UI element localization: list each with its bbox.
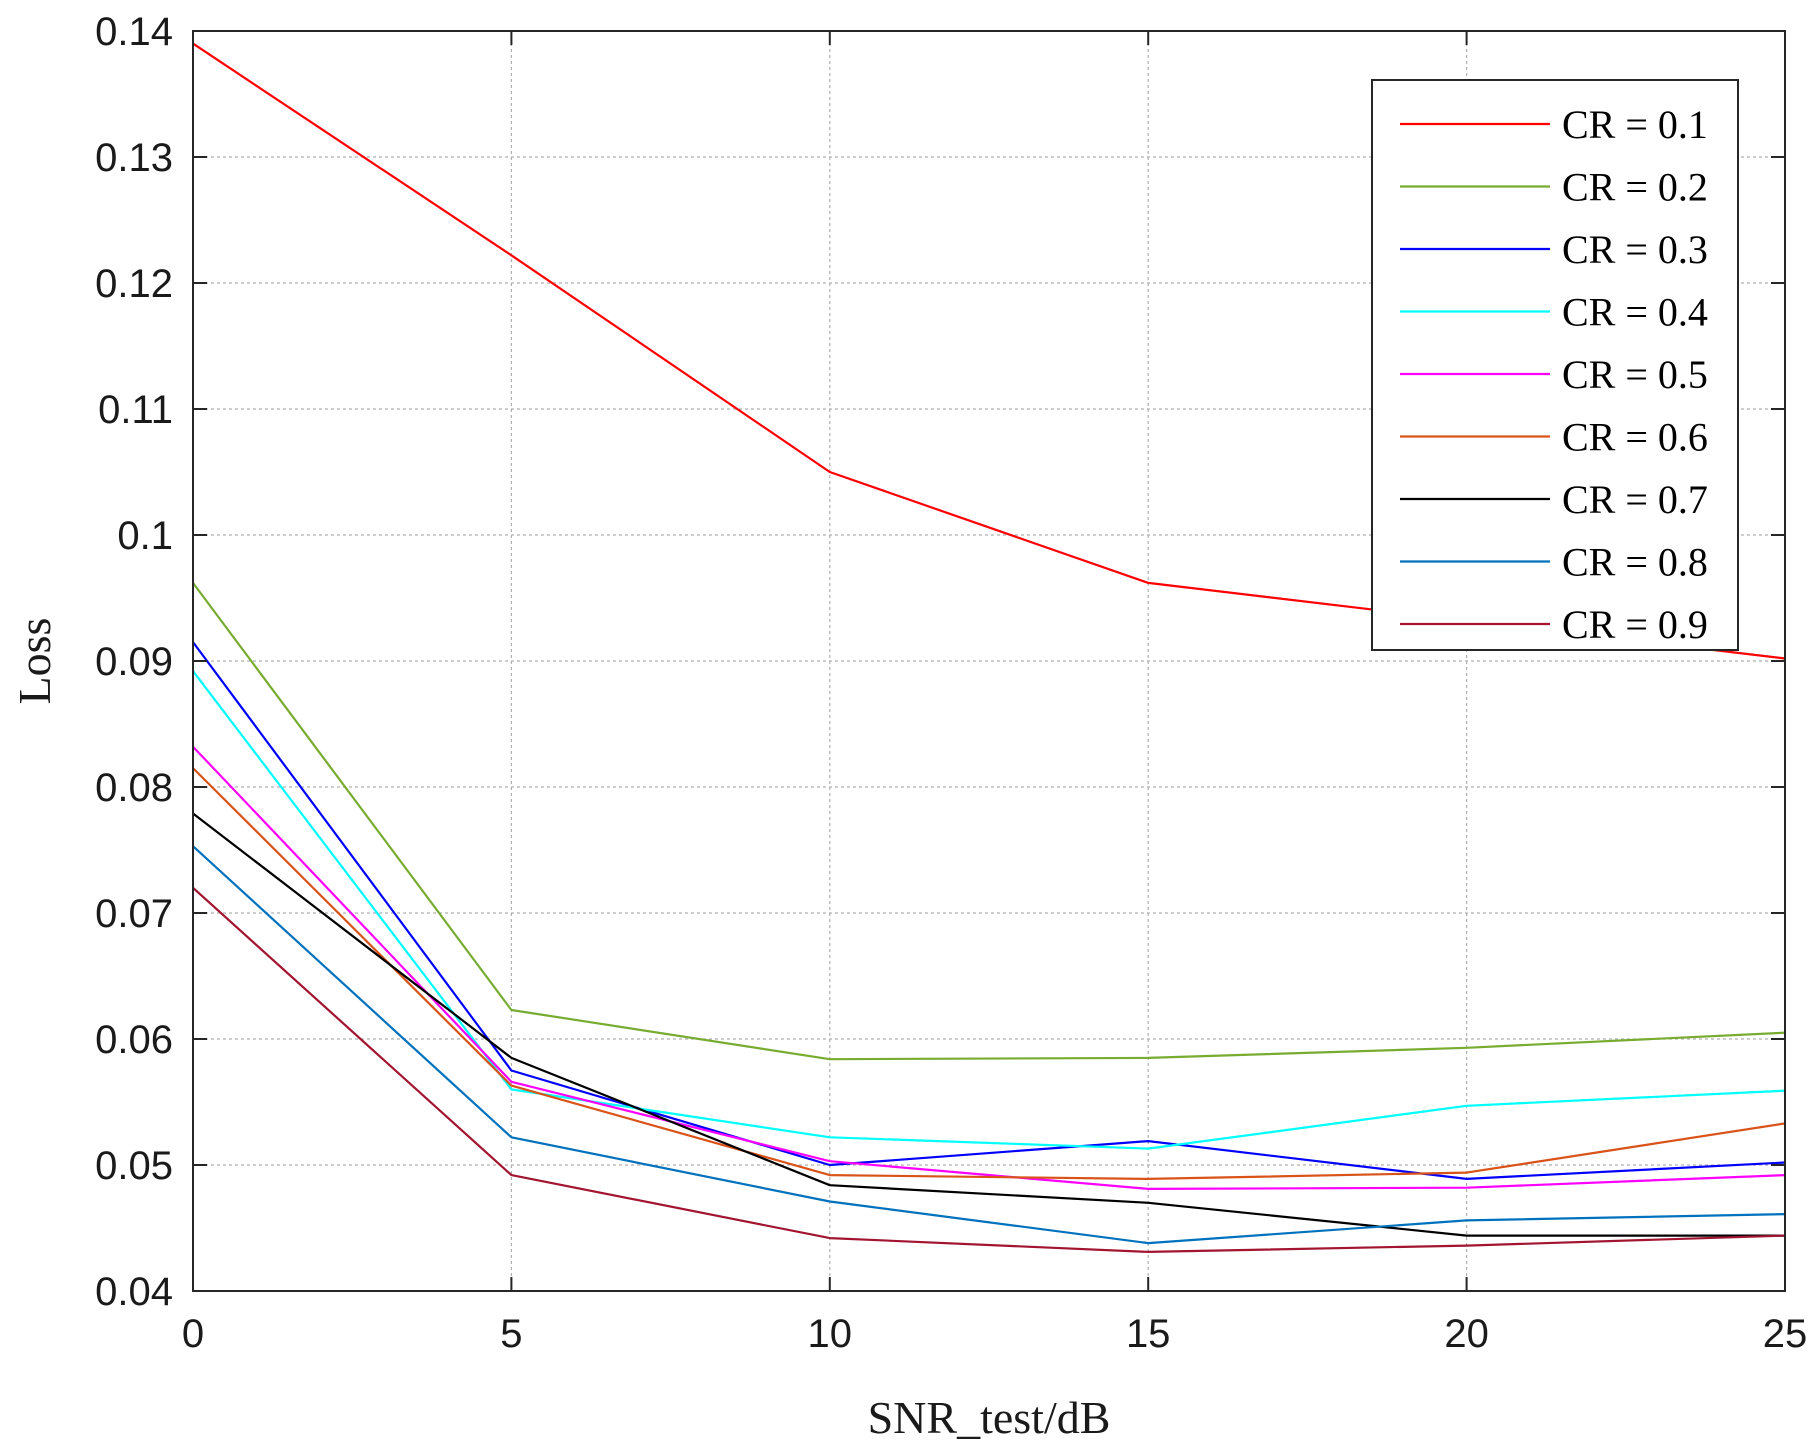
legend-label: CR = 0.8: [1562, 540, 1708, 585]
x-tick-label: 0: [182, 1312, 204, 1356]
legend-item: CR = 0.5: [1400, 352, 1708, 397]
legend-item: CR = 0.8: [1400, 540, 1708, 585]
x-tick-label: 10: [808, 1312, 853, 1356]
legend-item: CR = 0.3: [1400, 227, 1708, 272]
x-tick-label: 15: [1126, 1312, 1171, 1356]
y-tick-label: 0.04: [95, 1270, 173, 1314]
y-tick-label: 0.08: [95, 766, 173, 810]
series-line-9: [192, 886, 1786, 1254]
legend-item: CR = 0.9: [1400, 602, 1708, 647]
y-tick-label: 0.09: [95, 640, 173, 684]
legend-item: CR = 0.6: [1400, 415, 1708, 460]
y-tick-label: 0.14: [95, 10, 173, 54]
legend-label: CR = 0.9: [1562, 602, 1708, 647]
series-line-6: [192, 767, 1786, 1181]
series-line-2: [192, 582, 1786, 1061]
x-axis-label: SNR_test/dB: [868, 1392, 1111, 1443]
legend-label: CR = 0.2: [1562, 165, 1708, 210]
legend-label: CR = 0.4: [1562, 290, 1708, 335]
axis-ticks: 0 5 10 15 20 25 0.04 0.05 0.06 0.07 0.08 0.09 0.1 0.1…: [95, 10, 1807, 1356]
series-line-8: [192, 845, 1786, 1245]
legend-label: CR = 0.3: [1562, 227, 1708, 272]
legend-label: CR = 0.5: [1562, 352, 1708, 397]
series-line-5: [192, 745, 1786, 1191]
x-tick-label: 5: [500, 1312, 522, 1356]
y-tick-label: 0.13: [95, 136, 173, 180]
legend-box: [1371, 79, 1739, 651]
y-tick-label: 0.11: [98, 388, 173, 432]
y-tick-label: 0.1: [117, 514, 173, 558]
y-tick-label: 0.12: [95, 262, 173, 306]
x-tick-label: 20: [1444, 1312, 1489, 1356]
y-tick-label: 0.05: [95, 1144, 173, 1188]
y-tick-label: 0.06: [95, 1018, 173, 1062]
y-tick-label: 0.07: [95, 892, 173, 936]
series-line-3: [192, 641, 1786, 1181]
legend-label: CR = 0.7: [1562, 477, 1708, 522]
series-line-7: [192, 812, 1785, 1237]
legend-item: CR = 0.4: [1400, 290, 1708, 335]
x-tick-label: 25: [1763, 1312, 1808, 1356]
legend-item: CR = 0.1: [1400, 102, 1708, 147]
legend: CR = 0.1 CR = 0.2 CR = 0.3 CR = 0.4 CR = 0.5…: [1371, 79, 1739, 651]
series-line-4: [192, 670, 1786, 1150]
legend-item: CR = 0.7: [1400, 477, 1708, 522]
legend-label: CR = 0.6: [1562, 415, 1708, 460]
y-axis-label: Loss: [9, 618, 60, 705]
legend-item: CR = 0.2: [1400, 165, 1708, 210]
legend-label: CR = 0.1: [1562, 102, 1708, 147]
